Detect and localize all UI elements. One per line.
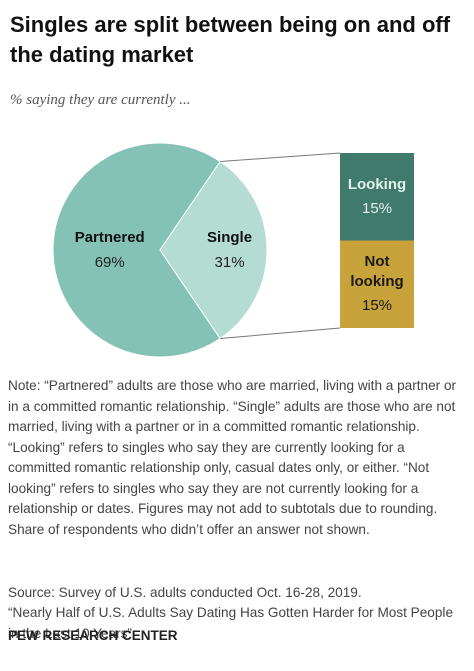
- credit: PEW RESEARCH CENTER: [8, 628, 178, 643]
- bar-segment: [340, 240, 414, 328]
- segment-value: 15%: [361, 297, 393, 315]
- slice-label: Partnered: [75, 229, 145, 246]
- slice-label: Single: [207, 229, 252, 246]
- bar-segment: [340, 153, 414, 241]
- chart-title: Singles are split between being on and o…: [10, 12, 451, 67]
- slice-value: 31%: [215, 254, 245, 271]
- segment-value: 15%: [361, 199, 393, 217]
- pie-slice: [52, 142, 221, 358]
- chart-subtitle: % saying they are currently ...: [10, 92, 191, 108]
- segment-category: Looking: [347, 175, 407, 193]
- slice-value: 69%: [95, 254, 125, 271]
- pie-slice: [159, 160, 268, 340]
- connector: [220, 327, 341, 339]
- segment-label: Looking 15%: [340, 153, 414, 241]
- segment-category: Not looking: [350, 253, 404, 291]
- segment-label: Not looking 15%: [340, 241, 414, 329]
- connector: [220, 152, 341, 163]
- source: Source: Survey of U.S. adults conducted …: [8, 585, 362, 600]
- note: Note: “Partnered” adults are those who a…: [8, 378, 457, 537]
- report-title: “Nearly Half of U.S. Adults Say Dating H…: [8, 605, 454, 641]
